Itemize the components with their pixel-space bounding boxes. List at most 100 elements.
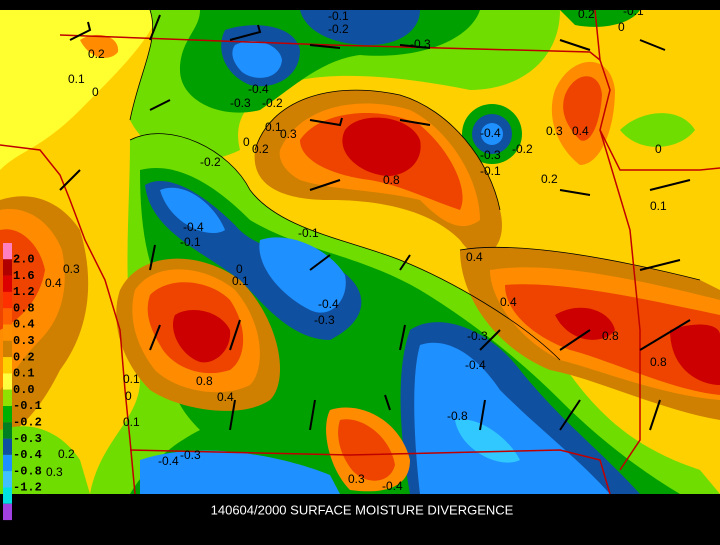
contour-label: 0 (655, 142, 662, 156)
red-area (172, 310, 231, 363)
legend-swatch (3, 422, 12, 439)
contour-label: -0.2 (328, 22, 349, 36)
contour-label: 0.8 (650, 355, 667, 369)
contour-label: 0.4 (466, 250, 483, 264)
dark-blue-area (300, 10, 420, 45)
contour-label: -0.8 (447, 409, 468, 423)
contour-label: 0.8 (196, 374, 213, 388)
contour-label: 0.2 (58, 447, 75, 461)
wind-barb (59, 14, 691, 431)
legend-swatch (3, 389, 12, 406)
contour-label: 0 (618, 20, 625, 34)
contour-label: -0.4 (382, 479, 403, 493)
red-orange-area (563, 76, 602, 141)
red-area (555, 307, 615, 340)
contour-label: -0.1 (328, 9, 349, 23)
legend-label: -0.1 (13, 399, 42, 413)
legend-label: 0.4 (13, 318, 35, 332)
contour-label: 0.4 (217, 390, 234, 404)
contour-label: -0.2 (262, 96, 283, 110)
contour-label: 0 (243, 135, 250, 149)
legend-label: -0.2 (13, 415, 42, 429)
contour-label: 0 (125, 389, 132, 403)
contour-label: 0.2 (578, 7, 595, 21)
contour-label: -0.4 (158, 454, 179, 468)
wind-barbs (59, 14, 691, 431)
legend-label: 0.0 (13, 383, 35, 397)
isoline (129, 9, 154, 121)
legend: 2.0 1.6 1.2 0.8 0.4 0.3 0.2 0.1 0.0 -0.1 -0.2 -0.3 -… (3, 243, 42, 521)
blue-area (481, 123, 503, 145)
contour-label: -0.3 (467, 329, 488, 343)
red-orange-area (338, 419, 395, 481)
contour-label: 0.2 (541, 172, 558, 186)
blue-area (259, 237, 346, 313)
legend-swatch (3, 471, 12, 488)
legend-swatch (3, 487, 12, 504)
legend-swatch (3, 324, 12, 341)
contour-label: 0.3 (280, 127, 297, 141)
contour-label: 0.2 (252, 142, 269, 156)
legend-swatch (3, 308, 12, 325)
legend-swatch (3, 259, 12, 276)
state-border (599, 129, 641, 471)
legend-swatch (3, 243, 12, 260)
legend-label: 2.0 (13, 252, 35, 266)
legend-label: -0.4 (13, 448, 42, 462)
legend-swatch (3, 291, 12, 309)
blue-area (414, 342, 610, 494)
isoline (129, 133, 561, 361)
blue-area (232, 40, 282, 78)
legend-label: -1.2 (13, 481, 42, 495)
contour-label: 0.1 (123, 415, 140, 429)
contour-label: 0.8 (383, 173, 400, 187)
state-border (129, 449, 611, 495)
blue-area (140, 450, 340, 494)
legend-label: 1.2 (13, 285, 35, 299)
contour-label: 0 (92, 85, 99, 99)
state-border (59, 34, 601, 61)
light-green-area (620, 113, 695, 147)
borders (0, 9, 720, 495)
isoline (459, 246, 701, 281)
legend-swatch (3, 406, 12, 423)
legend-label: 0.1 (13, 367, 35, 381)
isoline (254, 89, 501, 211)
contour-label: -0.4 (318, 297, 339, 311)
contour-label: -0.1 (623, 4, 644, 18)
contour-labels: 0.2 -0.1 -0.2 0.2 -0.1 0 -0.3 0.1 0 -0.4… (45, 4, 667, 493)
contour-label: -0.3 (314, 313, 335, 327)
contour-label: -0.4 (480, 126, 501, 140)
legend-label: -1.6 (13, 497, 42, 511)
caption: 140604/2000 SURFACE MOISTURE DIVERGENCE (211, 502, 514, 517)
legend-label: 0.2 (13, 350, 35, 364)
isolines (129, 9, 701, 361)
contour-label: 0.1 (123, 372, 140, 386)
contour-label: 0.4 (572, 124, 589, 138)
contour-label: -0.3 (180, 448, 201, 462)
red-orange-area (505, 284, 720, 395)
legend-label: 1.6 (13, 269, 35, 283)
legend-swatch (3, 373, 12, 390)
light-green-area (0, 426, 90, 494)
legend-label: -0.8 (13, 464, 42, 478)
contour-label: 0.4 (45, 276, 62, 290)
blue-area (160, 187, 225, 234)
contour-label: -0.1 (480, 164, 501, 178)
contour-label: 0.1 (265, 120, 282, 134)
contour-label: 0.3 (348, 472, 365, 486)
contour-label: 0.1 (650, 199, 667, 213)
contour-label: -0.3 (230, 96, 251, 110)
red-area (342, 117, 421, 176)
contour-label: 0 (236, 262, 243, 276)
legend-label: 0.8 (13, 301, 35, 315)
contour-label: -0.3 (480, 148, 501, 162)
contour-label: -0.4 (465, 358, 486, 372)
legend-swatch (3, 503, 12, 521)
legend-swatch (3, 275, 12, 292)
contour-label: -0.4 (183, 220, 204, 234)
contour-label: -0.3 (410, 37, 431, 51)
legend-label: 0.3 (13, 334, 35, 348)
legend-label: -0.3 (13, 432, 42, 446)
red-area (670, 324, 720, 385)
